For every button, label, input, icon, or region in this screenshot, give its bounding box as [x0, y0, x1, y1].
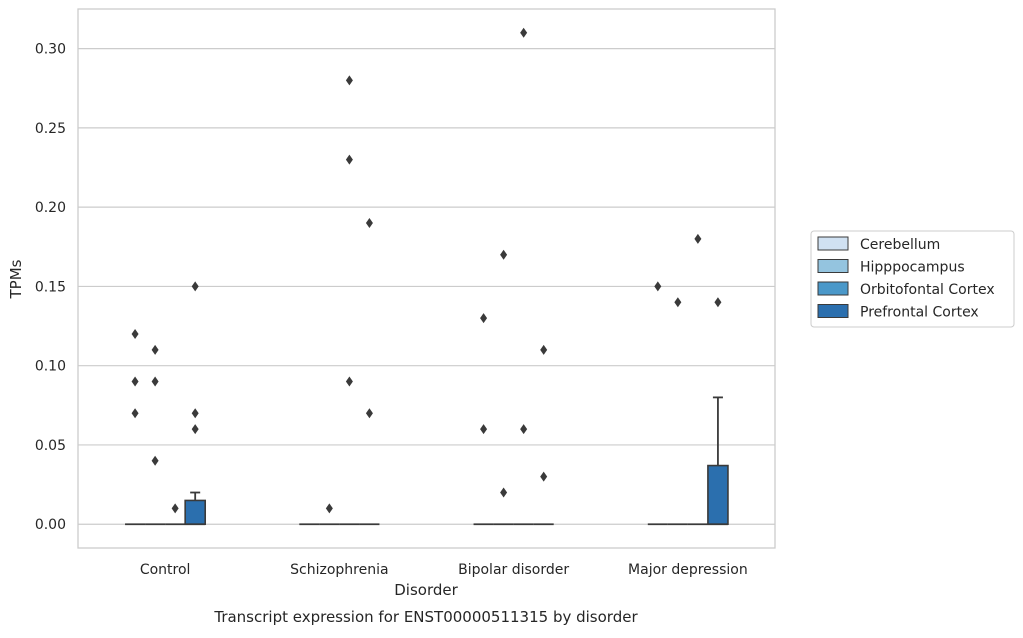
y-tick-label: 0.20 — [35, 200, 66, 216]
legend-swatch — [817, 281, 849, 296]
outlier-point — [714, 297, 722, 308]
legend-label: Hipppocampus — [860, 260, 965, 276]
legend-label: Orbitofontal Cortex — [860, 282, 995, 298]
y-tick-label: 0.15 — [35, 279, 66, 295]
legend-label: Prefrontal Cortex — [860, 305, 979, 321]
legend-swatch — [817, 259, 849, 273]
outlier-point — [365, 218, 373, 229]
outlier-point — [480, 313, 488, 324]
outlier-point — [191, 281, 199, 292]
legend-label: Cerebellum — [860, 237, 940, 253]
outlier-point — [151, 376, 159, 387]
outlier-point — [674, 297, 682, 308]
outlier-point — [131, 408, 139, 419]
legend-swatch — [817, 236, 849, 251]
y-axis-ticks: 0.00 0.05 0.10 0.15 0.20 0.25 0.30 — [35, 42, 66, 534]
outlier-point — [131, 376, 139, 387]
x-tick-label: Schizophrenia — [290, 562, 388, 578]
outlier-point — [654, 281, 662, 292]
outlier-point — [540, 344, 548, 355]
outlier-point — [480, 424, 488, 435]
x-tick-label: Major depression — [628, 562, 748, 578]
outlier-layer — [131, 27, 722, 514]
outlier-point — [171, 503, 179, 514]
outlier-point — [191, 408, 199, 419]
outlier-point — [345, 154, 353, 165]
outlier-point — [151, 455, 159, 466]
outlier-point — [694, 233, 702, 244]
outlier-point — [365, 408, 373, 419]
plot-frame — [77, 8, 776, 549]
outlier-point — [345, 376, 353, 387]
y-tick-label: 0.25 — [35, 121, 66, 137]
outlier-point — [345, 75, 353, 86]
outlier-point — [500, 487, 508, 498]
box — [707, 464, 729, 526]
outlier-point — [500, 249, 508, 260]
x-axis-label: Disorder — [394, 581, 458, 599]
legend-frame — [810, 230, 1015, 328]
y-tick-label: 0.00 — [35, 517, 66, 533]
box — [184, 499, 207, 526]
x-axis-ticks: Control Schizophrenia Bipolar disorder Majo… — [140, 562, 748, 578]
chart-title: Transcript expression for ENST0000051131… — [213, 608, 638, 626]
y-tick-label: 0.10 — [35, 359, 66, 375]
gridlines — [78, 48, 775, 525]
outlier-point — [540, 471, 548, 482]
y-axis-label: TPMs — [7, 259, 25, 299]
legend: Cerebellum Hipppocampus Orbitofontal Corte… — [810, 230, 1015, 328]
y-tick-label: 0.30 — [35, 42, 66, 58]
outlier-point — [520, 424, 528, 435]
x-tick-label: Bipolar disorder — [458, 562, 569, 578]
x-tick-label: Control — [140, 562, 191, 578]
y-tick-label: 0.05 — [35, 438, 66, 454]
outlier-point — [325, 503, 333, 514]
legend-swatch — [817, 304, 849, 318]
outlier-point — [131, 328, 139, 339]
box-layer — [125, 396, 729, 526]
outlier-point — [151, 344, 159, 355]
outlier-point — [520, 27, 528, 38]
outlier-point — [191, 424, 199, 435]
